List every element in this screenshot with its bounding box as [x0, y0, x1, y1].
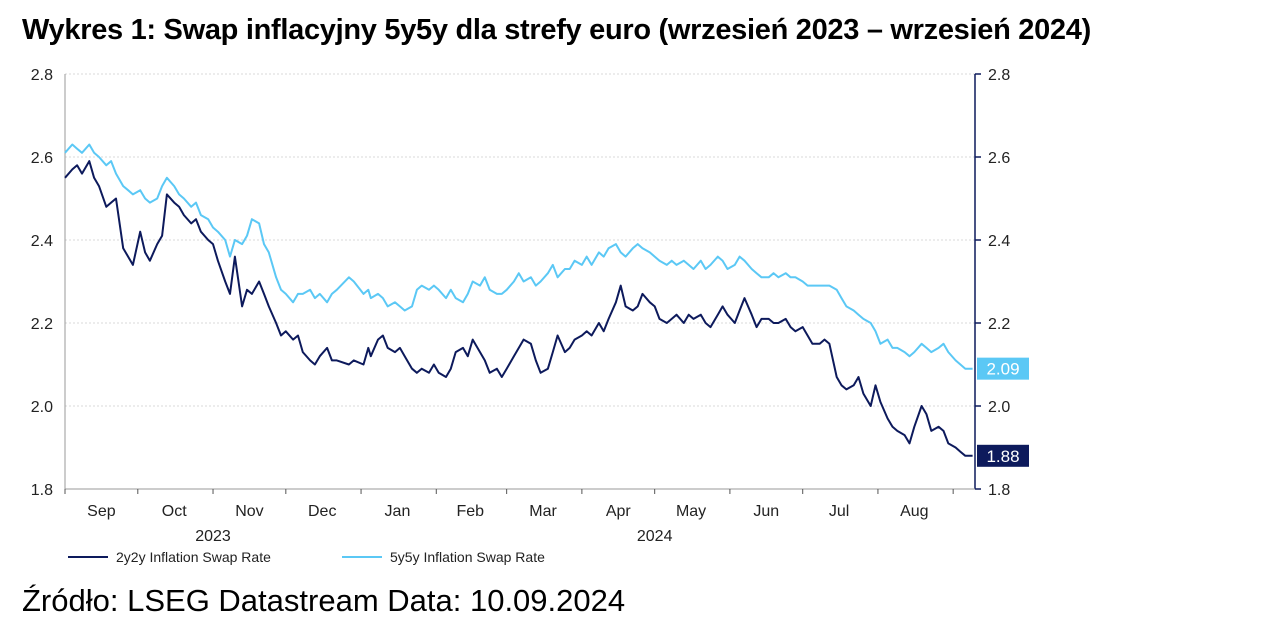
legend: 2y2y Inflation Swap Rate 5y5y Inflation S… [68, 549, 545, 565]
x-tick-label: Aug [900, 503, 928, 520]
x-tick-label: Jun [753, 503, 779, 520]
y-tick-label-right: 1.8 [988, 482, 1010, 499]
y-tick-label-right: 2.6 [988, 150, 1010, 167]
y-tick-label-right: 2.8 [988, 67, 1010, 84]
x-tick-label: Sep [87, 503, 116, 520]
last-value-label: 2.09 [986, 360, 1019, 379]
x-tick-label: Dec [308, 503, 336, 520]
y-tick-label-left: 2.8 [31, 67, 53, 84]
x-tick-label: May [676, 503, 706, 520]
x-year-label: 2024 [637, 528, 673, 545]
last-value-label: 1.88 [986, 447, 1019, 466]
x-tick-label: Mar [529, 503, 557, 520]
last-value-badges: 1.88 2.09 [977, 357, 1029, 467]
chart-title: Wykres 1: Swap inflacyjny 5y5y dla stref… [22, 14, 1091, 46]
y-tick-label-right: 2.4 [988, 233, 1010, 250]
source-note: Źródło: LSEG Datastream Data: 10.09.2024 [22, 583, 626, 618]
series-line [64, 143, 973, 370]
last-value-badge [977, 444, 1029, 467]
x-tick-label: Feb [456, 503, 484, 520]
x-tick-label: Jan [385, 503, 411, 520]
gridlines [65, 73, 975, 407]
x-year-label: 2023 [195, 528, 231, 545]
legend-label: 5y5y Inflation Swap Rate [390, 549, 545, 565]
legend-label: 2y2y Inflation Swap Rate [116, 549, 271, 565]
series-line [64, 160, 973, 457]
x-tick-label: Apr [606, 503, 632, 520]
y-tick-label-left: 2.6 [31, 150, 53, 167]
last-value-badge [977, 357, 1029, 380]
y-tick-label-left: 1.8 [31, 482, 53, 499]
line-chart: 2.8 2.8 2.6 2.6 2.4 2.4 2.2 2.2 2.0 2.0 1.8 1.8 Sep O… [31, 67, 1029, 565]
x-tick-label: Oct [162, 503, 187, 520]
x-tick-label: Nov [235, 503, 263, 520]
x-tick-label: Jul [829, 503, 849, 520]
series-lines [64, 143, 973, 457]
axes: 2.8 2.8 2.6 2.6 2.4 2.4 2.2 2.2 2.0 2.0 1.8 1.8 Sep O… [31, 67, 1011, 545]
y-tick-label-left: 2.4 [31, 233, 53, 250]
y-tick-label-left: 2.0 [31, 399, 53, 416]
y-tick-label-right: 2.2 [988, 316, 1010, 333]
y-tick-label-right: 2.0 [988, 399, 1010, 416]
y-tick-label-left: 2.2 [31, 316, 53, 333]
